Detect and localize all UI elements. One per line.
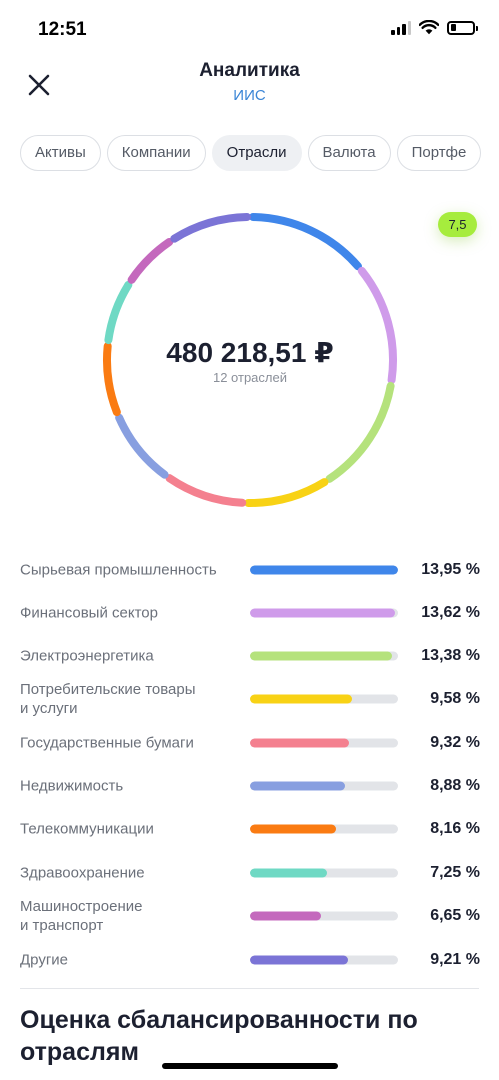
donut-segment-1[interactable] — [357, 266, 397, 385]
sector-bar-track — [250, 738, 398, 748]
sector-name: Другие — [20, 951, 69, 969]
sector-bar-track — [250, 608, 398, 618]
tab-3[interactable]: Валюта — [307, 135, 391, 171]
sector-percent: 13,62 % — [421, 604, 480, 621]
sector-count-label: 12 отраслей — [212, 370, 287, 385]
sector-bar-fill — [250, 868, 327, 878]
donut-segment-5[interactable] — [115, 413, 169, 479]
analytics-tabs: Активы Компании Отрасли Валюта Портфе — [20, 135, 499, 173]
sector-bar-fill — [250, 781, 345, 791]
sector-bar-fill — [250, 694, 353, 704]
status-time: 12:51 — [38, 19, 87, 40]
sector-bar-track — [250, 868, 398, 878]
donut-segment-8[interactable] — [127, 237, 174, 284]
sector-donut-chart — [103, 213, 397, 507]
account-subtitle: ИИС — [233, 87, 266, 104]
cellular-signal-icon — [391, 20, 411, 35]
wifi-icon — [419, 20, 439, 35]
donut-segment-9[interactable] — [170, 213, 252, 243]
sector-name: Машиностроение и транспорт — [20, 898, 143, 934]
sector-bar-fill — [250, 824, 336, 834]
donut-segment-3[interactable] — [244, 478, 329, 507]
close-icon[interactable] — [26, 72, 52, 98]
sector-percent: 9,32 % — [430, 734, 480, 751]
sector-row[interactable]: Сырьевая промышленность 13,95 % — [20, 548, 480, 592]
balance-score-badge[interactable]: 7,5 — [438, 212, 477, 237]
sector-percent: 8,16 % — [430, 820, 480, 837]
sector-percent: 7,25 % — [430, 864, 480, 881]
sector-bar-track — [250, 651, 398, 661]
sector-bar-track — [250, 694, 398, 704]
divider — [20, 988, 479, 989]
tab-4[interactable]: Портфе — [396, 135, 482, 171]
sector-percent: 9,21 % — [430, 951, 480, 968]
donut-segment-2[interactable] — [325, 381, 395, 483]
sector-bar-fill — [250, 608, 396, 618]
sector-name: Потребительские товары и услуги — [20, 681, 196, 717]
sector-name: Телекоммуникации — [20, 820, 154, 838]
sector-percent: 13,95 % — [421, 561, 480, 578]
tab-2[interactable]: Отрасли — [211, 135, 302, 171]
portfolio-total-value: 480 218,51 ₽ — [166, 337, 334, 368]
battery-icon — [447, 20, 478, 35]
sector-percent: 13,38 % — [421, 647, 480, 664]
sector-row[interactable]: Финансовый сектор 13,62 % — [20, 591, 480, 635]
tab-1[interactable]: Компании — [106, 135, 206, 171]
sector-row[interactable]: Электроэнергетика 13,38 % — [20, 634, 480, 678]
sector-row[interactable]: Здравоохранение 7,25 % — [20, 851, 480, 895]
sector-row[interactable]: Телекоммуникации 8,16 % — [20, 807, 480, 851]
sector-bar-track — [250, 955, 398, 965]
sector-name: Сырьевая промышленность — [20, 561, 217, 579]
sector-row[interactable]: Недвижимость 8,88 % — [20, 764, 480, 808]
tab-0[interactable]: Активы — [20, 135, 101, 171]
sector-row[interactable]: Государственные бумаги 9,32 % — [20, 721, 480, 765]
sector-name: Финансовый сектор — [20, 604, 158, 622]
sector-bar-fill — [250, 955, 348, 965]
home-indicator — [162, 1063, 338, 1069]
sector-row[interactable]: Машиностроение и транспорт 6,65 % — [20, 894, 480, 938]
sector-bar-track — [250, 781, 398, 791]
sector-percent: 9,58 % — [430, 690, 480, 707]
sector-bar-fill — [250, 911, 322, 921]
sector-bar-fill — [250, 651, 393, 661]
donut-segment-6[interactable] — [103, 342, 121, 417]
sector-bar-track — [250, 911, 398, 921]
sector-bar-track — [250, 565, 398, 575]
sector-name: Государственные бумаги — [20, 734, 194, 752]
sector-row[interactable]: Другие 9,21 % — [20, 938, 480, 982]
page-title: Аналитика — [199, 60, 300, 81]
sector-bar-fill — [250, 565, 398, 575]
sector-name: Электроэнергетика — [20, 647, 154, 665]
sector-name: Здравоохранение — [20, 864, 145, 882]
status-bar: 12:51 — [0, 0, 499, 56]
sector-name: Недвижимость — [20, 777, 124, 795]
sector-percent: 6,65 % — [430, 907, 480, 924]
donut-segment-7[interactable] — [104, 280, 133, 345]
status-icons — [391, 20, 478, 35]
sector-bar-track — [250, 824, 398, 834]
sector-bar-fill — [250, 738, 350, 748]
donut-segment-0[interactable] — [248, 213, 362, 271]
donut-segment-4[interactable] — [165, 474, 247, 507]
sector-percent: 8,88 % — [430, 777, 480, 794]
sector-row[interactable]: Потребительские товары и услуги 9,58 % — [20, 677, 480, 721]
balance-section-title: Оценка сбалансированности по отраслям — [20, 1006, 418, 1066]
